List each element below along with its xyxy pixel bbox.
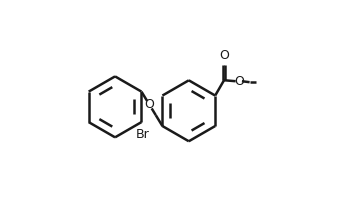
Text: O: O xyxy=(144,98,154,111)
Text: O: O xyxy=(234,75,244,88)
Text: Br: Br xyxy=(136,128,149,141)
Text: O: O xyxy=(219,49,229,62)
